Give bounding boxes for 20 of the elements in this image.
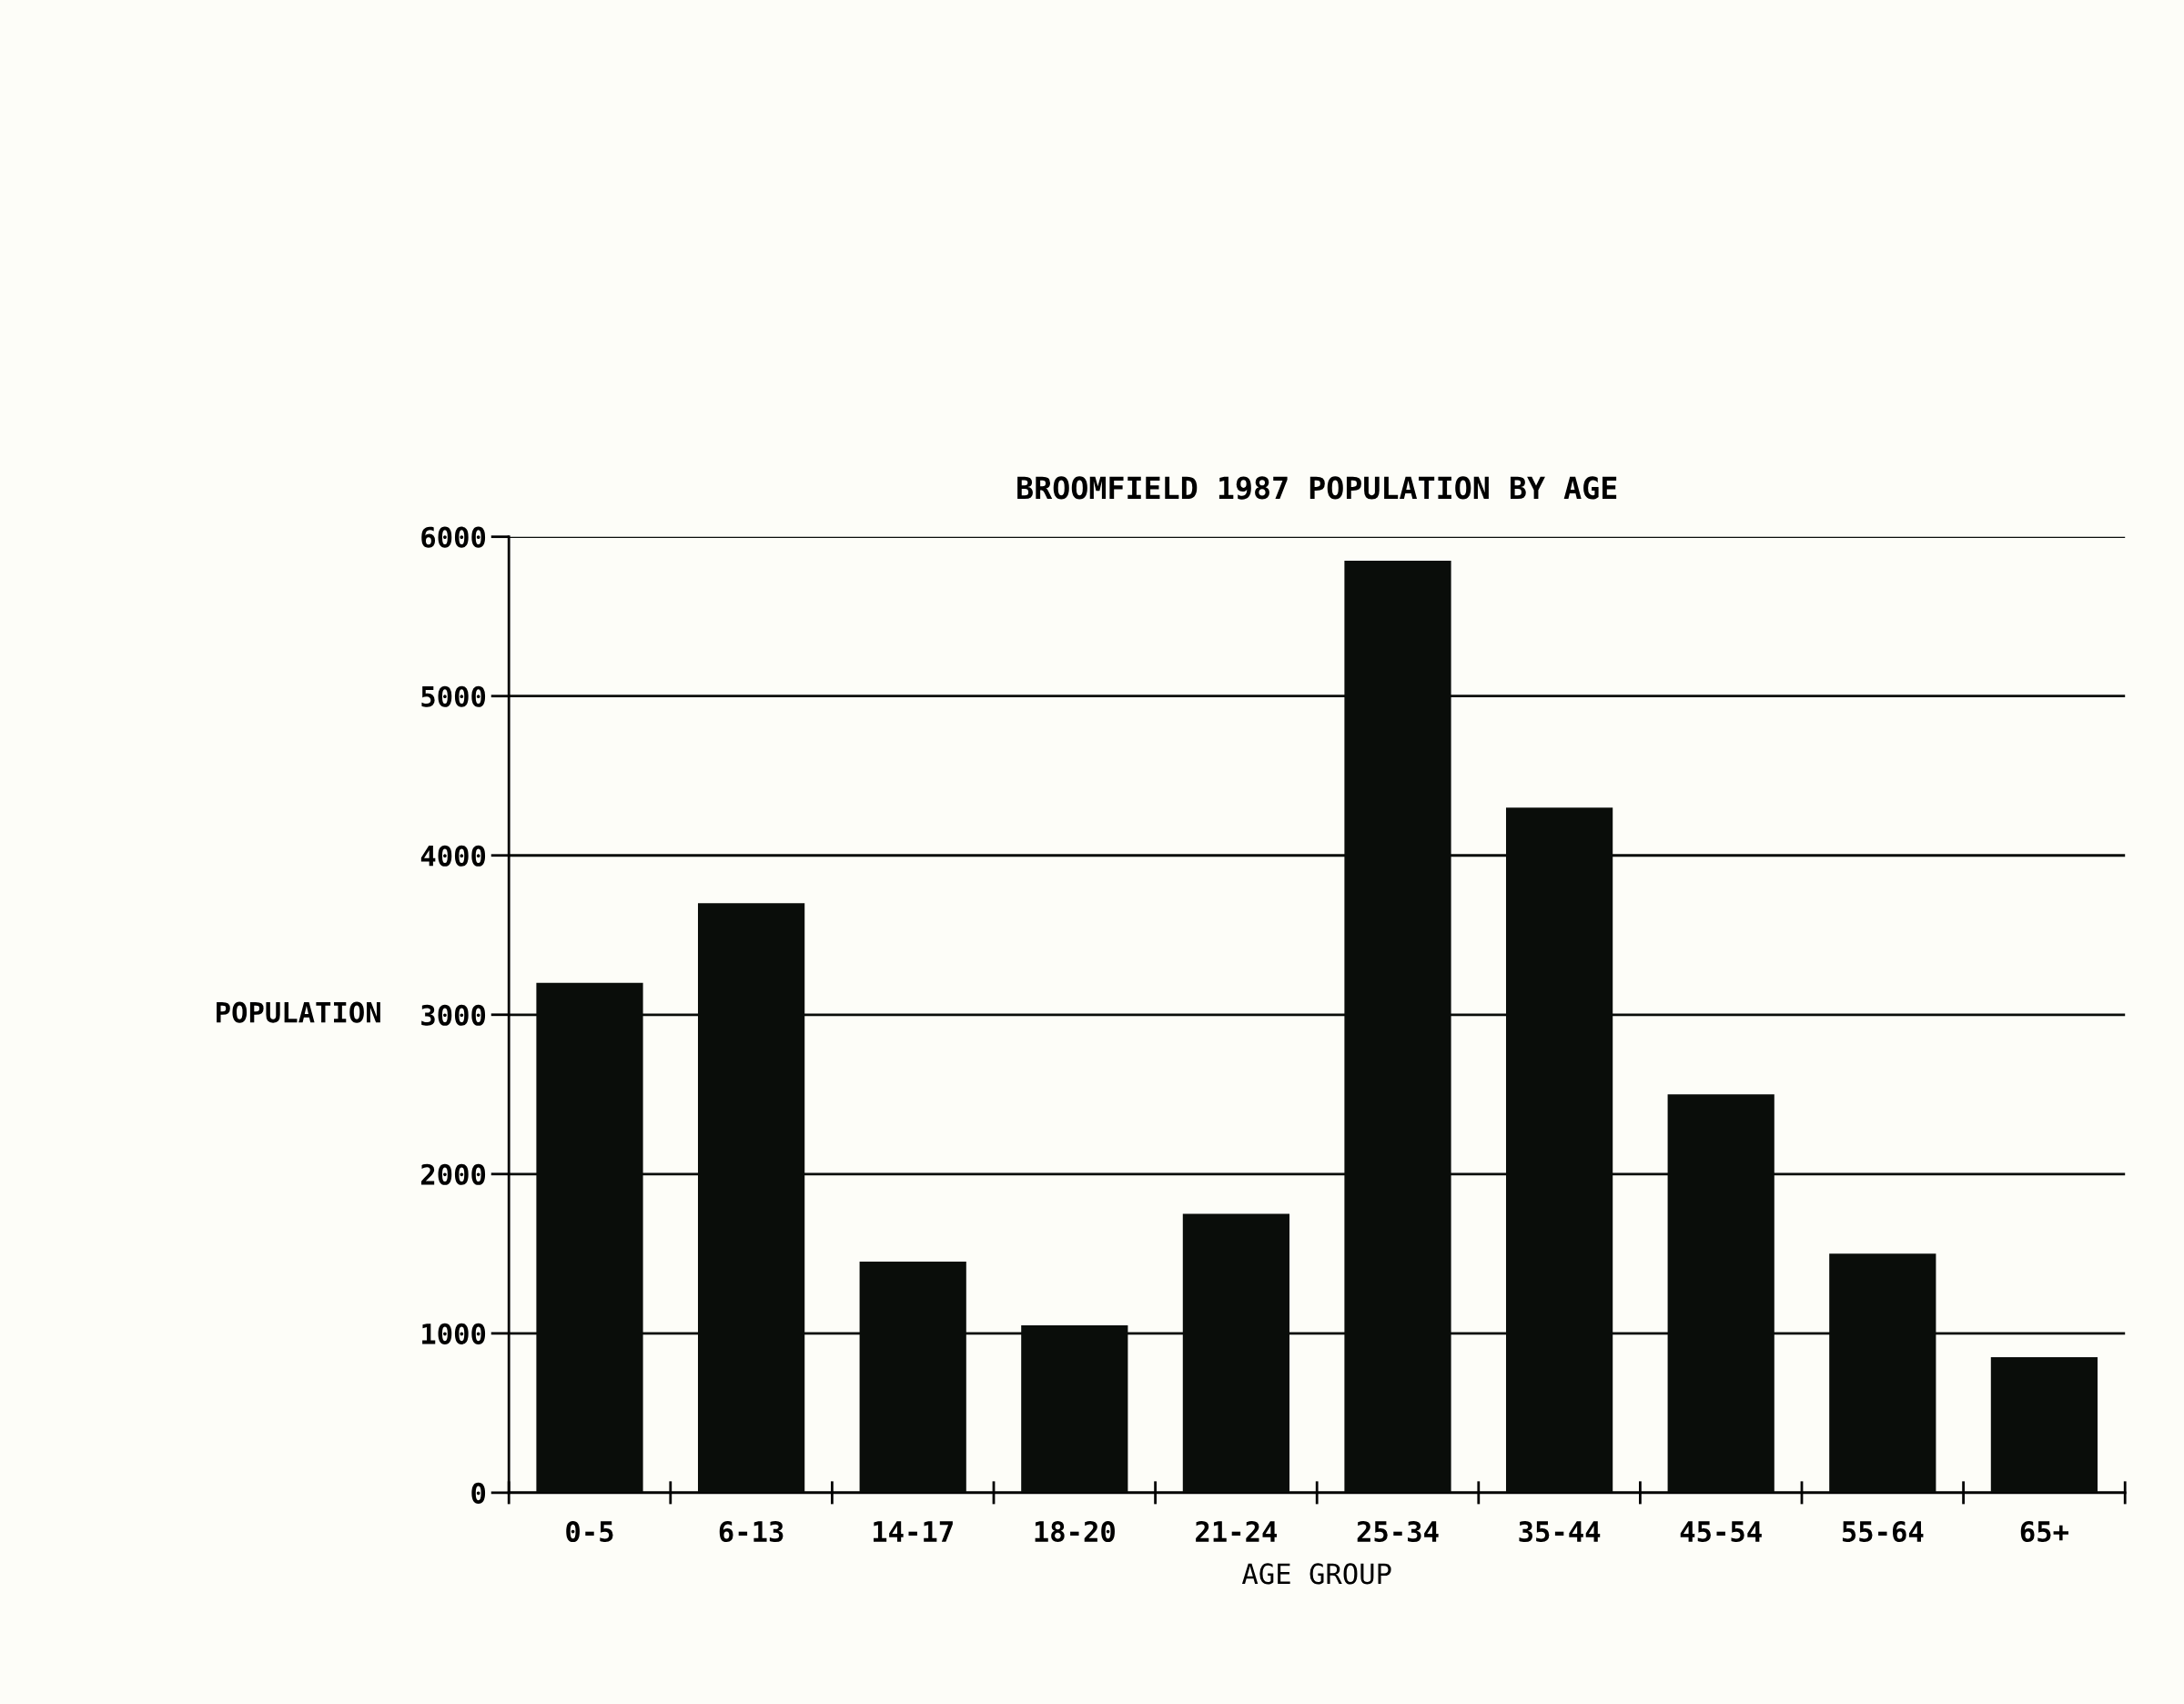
y-tick-label: 2000 <box>421 1163 486 1185</box>
x-tick-label: 14-17 <box>874 1521 953 1542</box>
y-tick-label: 0 <box>471 1482 486 1504</box>
x-tick-label: 6-13 <box>719 1520 784 1543</box>
x-tick-label: 18-20 <box>1035 1520 1115 1543</box>
x-tick-label: 0-5 <box>566 1520 613 1543</box>
x-tick-label: 45-54 <box>1680 1521 1762 1543</box>
y-axis-title: POPULATION <box>217 1001 380 1023</box>
chart-title: BROOMFIELD 1987 POPULATION BY AGE <box>1017 476 1617 500</box>
x-tick-label: 65+ <box>2020 1521 2068 1543</box>
x-tick-label: 21-24 <box>1196 1520 1278 1542</box>
y-tick-label: 3000 <box>421 1004 486 1026</box>
y-tick-label: 5000 <box>421 685 486 707</box>
x-axis-title: AGE GROUP <box>1241 1563 1391 1585</box>
x-tick-label: 25-34 <box>1357 1520 1439 1543</box>
x-tick-label: 55-64 <box>1842 1521 1924 1543</box>
y-tick-label: 4000 <box>420 845 486 867</box>
y-tick-label: 6000 <box>421 526 486 548</box>
y-tick-label: 1000 <box>422 1323 486 1344</box>
x-tick-label: 35-44 <box>1519 1520 1601 1543</box>
